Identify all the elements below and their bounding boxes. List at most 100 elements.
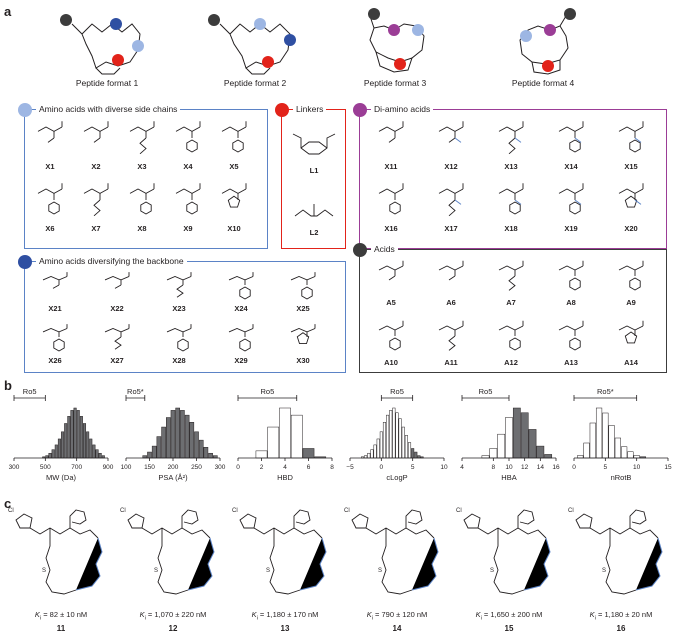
diverse-structure-x7 <box>83 183 109 217</box>
ki-symbol: K <box>34 610 40 619</box>
x-tick-label: 200 <box>168 464 179 471</box>
compound-15-number: 15 <box>504 624 514 633</box>
histogram-bar <box>512 407 521 459</box>
histogram-bar <box>180 410 185 459</box>
histogram-bar <box>54 444 58 459</box>
histogram-bar <box>98 452 102 459</box>
x-axis-label: HBD <box>277 473 293 482</box>
histogram-bar <box>395 412 399 459</box>
backbone-label-x22: X22 <box>110 304 124 313</box>
ki-value: = 1,180 ± 170 nM <box>257 610 319 619</box>
backbone-structure-x25 <box>290 272 316 300</box>
histogram-bar <box>170 410 176 459</box>
compound-16-structure: Cl S <box>568 508 663 595</box>
backbone-title: Amino acids diversifying the backbone <box>36 256 187 266</box>
ro5-label: Ro5 <box>479 387 493 396</box>
histogram-bar <box>175 407 181 459</box>
acids-structure-a12 <box>498 320 524 351</box>
peptide-format-2: Peptide format 2 <box>200 10 310 92</box>
compound-14-number: 14 <box>392 624 402 633</box>
backbone-label-x21: X21 <box>48 304 62 313</box>
diverse-label-x8: X8 <box>137 224 147 233</box>
compound-14-ki: Ki = 790 ± 120 nM <box>342 610 452 622</box>
acids-structure-a13 <box>558 320 584 351</box>
diamino-label-x13: X13 <box>504 162 518 171</box>
histogram-bar <box>57 438 61 459</box>
chlorine-atom: Cl <box>8 508 14 514</box>
sulfur-atom: S <box>490 568 494 574</box>
peptide-format-1: Peptide format 1 <box>52 10 162 92</box>
linkers-dot-icon <box>275 103 289 117</box>
histogram-bar <box>370 449 374 459</box>
histogram-1: Ro5 300 500 700 900 MW (Da) <box>9 387 114 482</box>
diverse-structure-x9 <box>175 183 201 215</box>
histogram-bar <box>382 422 386 459</box>
x-axis-label: HBA <box>501 473 516 482</box>
peptide-format-4: Peptide format 4 <box>488 4 598 92</box>
histogram-bar <box>61 431 65 459</box>
backbone-dot-icon <box>18 255 32 269</box>
histogram-bar <box>82 423 87 459</box>
diverse-label-x10: X10 <box>227 224 241 233</box>
diverse-structure-x8 <box>129 183 155 215</box>
diamino-structure-x15 <box>618 121 644 153</box>
ki-symbol: K <box>366 610 372 619</box>
histogram-bar <box>608 425 615 459</box>
diamino-title: Di-amino acids <box>371 104 434 114</box>
diamino-structure-x12 <box>438 121 464 143</box>
compound-12-ki: Ki = 1,070 ± 220 nM <box>118 610 228 622</box>
x-tick-label: −5 <box>346 464 354 471</box>
ki-symbol: K <box>475 610 481 619</box>
box-acids <box>359 249 667 373</box>
compound-11-ki: Ki = 82 ± 10 nM <box>6 610 116 622</box>
histogram-bar <box>151 445 157 459</box>
ki-subscript: i <box>256 615 258 622</box>
diamino-structure-x14 <box>558 121 584 153</box>
x-tick-label: 150 <box>144 464 155 471</box>
diamino-label-x12: X12 <box>444 162 458 171</box>
histogram-bar <box>544 454 553 459</box>
linkers-title: Linkers <box>293 104 327 114</box>
x-tick-label: 700 <box>71 464 82 471</box>
histogram-bar <box>279 407 291 459</box>
acids-label-a7: A7 <box>506 298 516 307</box>
ki-subscript: i <box>480 615 482 622</box>
diverse-structure-x3 <box>129 121 155 155</box>
x-tick-label: 100 <box>121 464 132 471</box>
backbone-structure-x27 <box>104 324 130 350</box>
histogram-bar <box>595 407 603 459</box>
histogram-bar <box>70 410 74 459</box>
x-axis-label: nRotB <box>611 473 632 482</box>
histogram-bar <box>398 418 402 459</box>
panel-c-letter: c <box>4 496 12 511</box>
histogram-bar <box>389 410 393 459</box>
peptide-format-4-label: Peptide format 4 <box>511 78 575 88</box>
histogram-bar <box>189 422 195 459</box>
x-tick-label: 4 <box>460 464 464 471</box>
x-tick-label: 8 <box>330 464 334 471</box>
compound-15-ki: Ki = 1,650 ± 200 nM <box>454 610 564 622</box>
histogram-bar <box>621 446 628 459</box>
diverse-label-x5: X5 <box>229 162 239 171</box>
x-tick-label: 4 <box>283 464 287 471</box>
histogram-bar <box>267 426 280 459</box>
backbone-structure-x22 <box>104 272 130 289</box>
linker-label-l1: L1 <box>309 166 319 175</box>
peptide-format-1-diagram <box>60 14 144 75</box>
histogram-bar <box>520 412 529 459</box>
peptide-format-2-label: Peptide format 2 <box>223 78 287 88</box>
diamino-label-x11: X11 <box>384 162 398 171</box>
histogram-bar <box>73 407 77 459</box>
ro5-label: Ro5* <box>597 387 614 396</box>
histogram-bar <box>51 449 55 459</box>
histogram-bar <box>392 407 396 459</box>
ki-value: = 82 ± 10 nM <box>41 610 88 619</box>
diverse-structure-x1 <box>37 121 63 143</box>
diamino-structure-x11 <box>378 121 404 143</box>
x-tick-label: 8 <box>492 464 496 471</box>
peptide-format-3: Peptide format 3 <box>340 4 450 92</box>
backbone-label-x23: X23 <box>172 304 186 313</box>
diverse-label-x6: X6 <box>45 224 55 233</box>
ki-symbol: K <box>251 610 257 619</box>
compound-16-number: 16 <box>616 624 626 633</box>
